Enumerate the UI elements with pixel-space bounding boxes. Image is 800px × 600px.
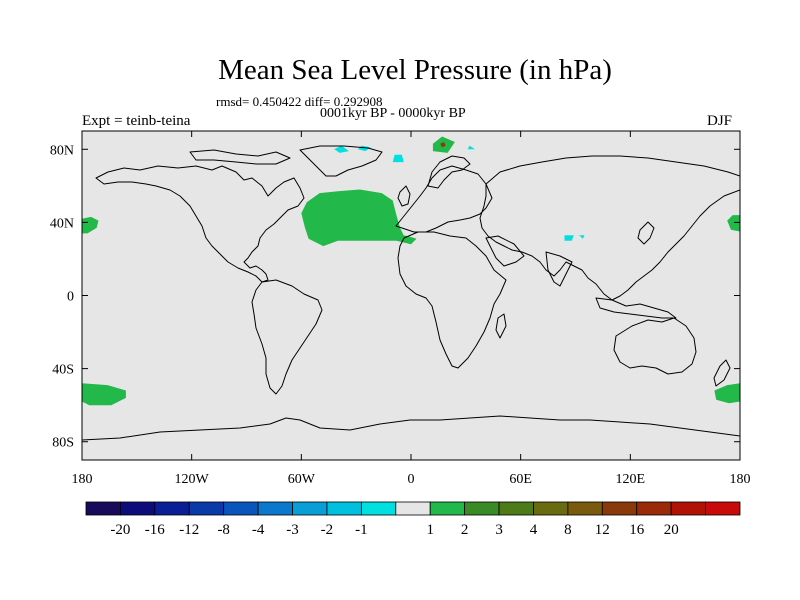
region-iceland-negative — [392, 154, 404, 163]
coast-australia — [613, 317, 697, 375]
lat-tick-label: 0 — [67, 290, 74, 305]
axis-ticks: 180 120W 60W 0 60E 120E 180 80N 40N 0 40S 80S — [50, 131, 751, 487]
colorbar-box — [360, 501, 397, 516]
colorbar-box — [464, 501, 500, 516]
coast-scandinavia — [427, 155, 471, 189]
coast-india — [545, 251, 573, 287]
colorbar-box — [567, 501, 603, 516]
colorbar-box — [601, 501, 638, 516]
coast-north-america — [95, 165, 305, 283]
colorbar-box — [533, 501, 569, 516]
lat-tick-label: 80S — [52, 436, 74, 451]
lon-tick-label: 120E — [616, 472, 646, 487]
region-franz-josef-negative — [467, 145, 475, 150]
colorbar-label: -2 — [321, 522, 334, 538]
lon-tick-label: 180 — [730, 472, 751, 487]
colorbar-box — [292, 501, 328, 516]
colorbar-label: -12 — [179, 522, 199, 538]
colorbar-box — [395, 501, 431, 516]
map-background — [82, 131, 740, 460]
colorbar-label: -8 — [217, 522, 230, 538]
colorbar: -20 -16 -12 -8 -4 -3 -2 -1 1 2 3 4 8 12 16 20 — [85, 501, 741, 538]
colorbar-label: 1 — [426, 522, 434, 538]
colorbar-box — [498, 501, 534, 516]
colorbar-box — [188, 501, 225, 516]
coast-greenland — [299, 145, 383, 177]
coast-indonesia — [595, 297, 677, 319]
colorbar-label: 16 — [629, 522, 645, 538]
coast-asia — [479, 155, 740, 301]
colorbar-box — [223, 501, 259, 516]
rmsd-diff-stats: rmsd= 0.450422 diff= 0.292908 — [216, 94, 383, 109]
coast-arabia — [485, 235, 525, 267]
coast-africa — [397, 231, 507, 369]
colorbar-box — [326, 501, 362, 516]
coast-new-zealand — [713, 359, 731, 387]
lat-tick-label: 40N — [50, 216, 74, 231]
colorbar-box — [705, 501, 741, 516]
coast-antarctica — [82, 415, 740, 441]
region-greenland-negative-1 — [334, 145, 349, 153]
colorbar-label: 20 — [664, 522, 679, 538]
region-south-pacific-west-positive — [714, 383, 740, 404]
anomaly-regions — [82, 136, 740, 406]
colorbar-label: 3 — [495, 522, 503, 538]
lon-tick-label: 0 — [408, 472, 415, 487]
colorbar-box — [257, 501, 293, 516]
lon-tick-label: 60W — [288, 472, 316, 487]
colorbar-box — [154, 501, 190, 516]
colorbar-box — [85, 501, 121, 516]
lon-tick-label: 180 — [72, 472, 93, 487]
coast-arctic-islands — [189, 149, 291, 165]
region-north-pacific-west-positive — [727, 215, 740, 232]
coastlines — [82, 145, 740, 441]
region-north-atlantic-positive — [301, 189, 417, 247]
colorbar-label: -4 — [252, 522, 265, 538]
coast-south-america — [251, 279, 323, 395]
lon-tick-label: 60E — [509, 472, 532, 487]
colorbar-label: 2 — [461, 522, 469, 538]
coast-british-isles — [397, 185, 411, 207]
region-south-pacific-east-positive — [82, 383, 126, 406]
region-tibet-negative-2 — [579, 235, 585, 239]
colorbar-box — [120, 501, 156, 516]
lat-tick-label: 40S — [52, 363, 74, 378]
region-barents-core — [440, 142, 446, 148]
colorbar-label: -16 — [145, 522, 165, 538]
colorbar-box — [429, 501, 466, 516]
lat-tick-label: 80N — [50, 143, 74, 158]
period-label: 0001kyr BP - 0000kyr BP — [320, 106, 466, 121]
experiment-label: Expt = teinb-teina — [82, 113, 191, 129]
lon-tick-label: 120W — [175, 472, 210, 487]
colorbar-box — [670, 501, 706, 516]
colorbar-label: 12 — [595, 522, 610, 538]
region-tibet-negative — [564, 235, 574, 241]
colorbar-label: 8 — [564, 522, 572, 538]
coast-japan — [637, 221, 655, 245]
colorbar-label: 4 — [530, 522, 538, 538]
region-north-pacific-east-positive — [82, 216, 99, 234]
colorbar-label: -1 — [355, 522, 368, 538]
colorbar-label: -3 — [286, 522, 299, 538]
colorbar-box — [636, 501, 672, 516]
coast-madagascar — [495, 313, 507, 339]
colorbar-label: -20 — [110, 522, 130, 538]
plot-title: Mean Sea Level Pressure (in hPa) — [218, 54, 612, 86]
season-label: DJF — [707, 113, 733, 129]
